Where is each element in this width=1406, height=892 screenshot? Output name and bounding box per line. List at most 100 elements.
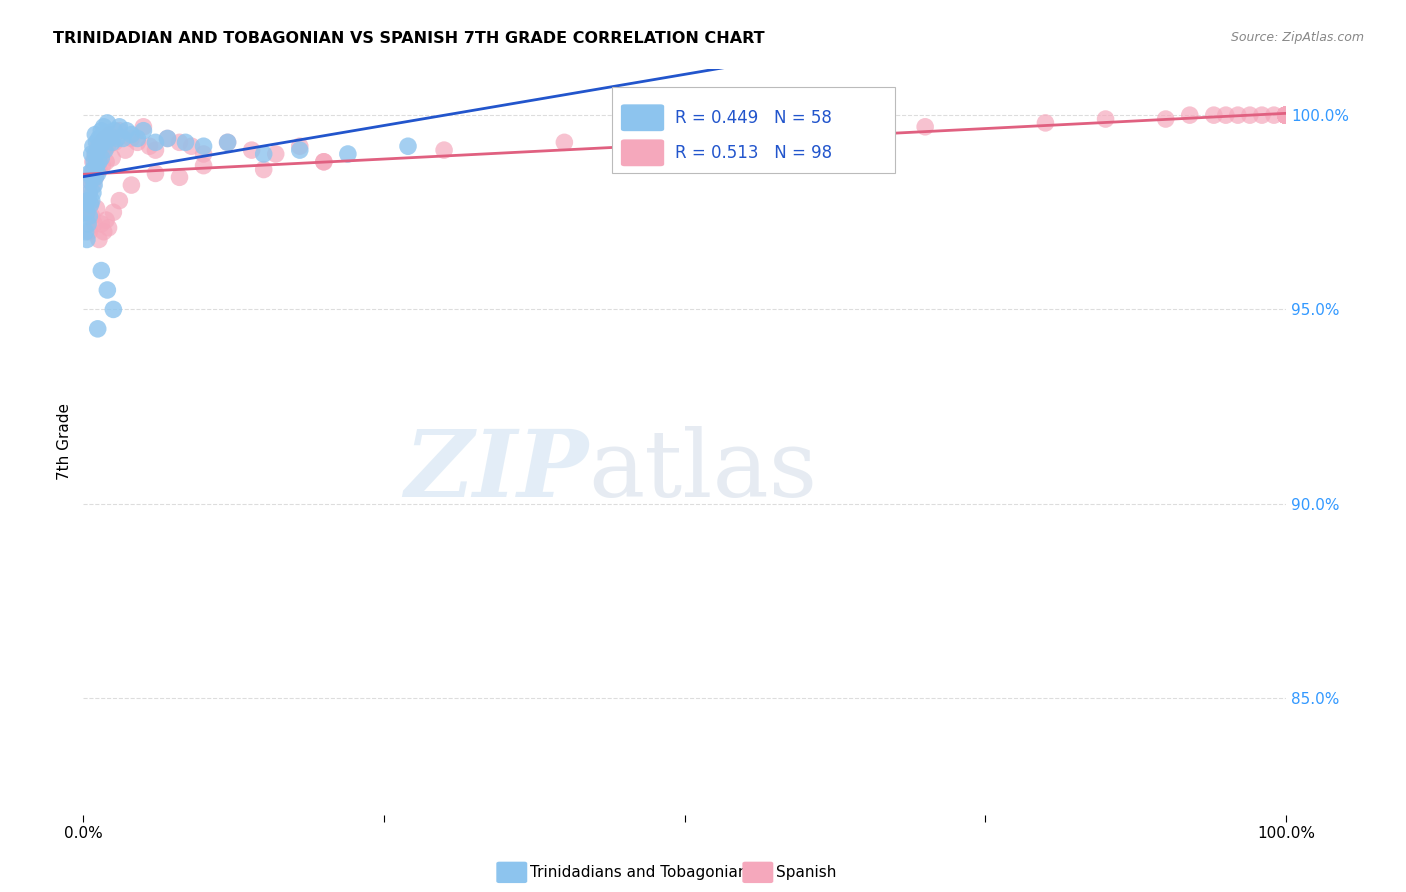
Point (1275, 108, 1298, 122)
Point (1275, 108, 1298, 122)
Point (1275, 108, 1298, 122)
Point (115, 124, 138, 138)
Point (87, 162, 110, 177)
Point (83, 217, 105, 231)
Point (75, 225, 97, 239)
Point (77, 194, 100, 208)
Point (1035, 116, 1057, 130)
Y-axis label: 7th Grade: 7th Grade (58, 403, 72, 480)
Point (91, 136, 114, 150)
Point (288, 143, 311, 157)
Text: Source: ZipAtlas.com: Source: ZipAtlas.com (1230, 31, 1364, 45)
Point (84, 128, 107, 142)
Point (84, 170, 107, 185)
Point (103, 124, 125, 138)
Point (80, 209, 103, 223)
Point (1275, 108, 1298, 122)
Point (105, 131, 128, 145)
Point (90, 124, 112, 138)
Point (77, 194, 100, 208)
Point (90, 217, 112, 231)
Point (1239, 108, 1261, 122)
Point (86, 159, 108, 173)
Point (138, 139, 160, 153)
FancyBboxPatch shape (621, 139, 664, 166)
Point (93, 225, 115, 239)
Point (80, 194, 103, 208)
Point (169, 170, 191, 185)
Point (87, 154, 110, 169)
Point (84, 147, 107, 161)
Point (80, 147, 103, 161)
Point (108, 194, 131, 208)
Point (120, 178, 142, 192)
Point (1275, 108, 1298, 122)
Point (793, 124, 815, 138)
Point (96, 283, 118, 297)
Point (79, 166, 101, 180)
Point (1275, 108, 1298, 122)
Point (312, 154, 335, 169)
Point (90, 151, 112, 165)
Point (553, 136, 575, 150)
Point (103, 205, 125, 219)
Point (98, 131, 121, 145)
Point (114, 143, 136, 157)
Point (91, 159, 114, 173)
Point (89, 139, 111, 153)
Point (1275, 108, 1298, 122)
Point (111, 131, 134, 145)
Point (101, 151, 124, 165)
Point (1154, 112, 1177, 126)
Point (86, 202, 108, 216)
Point (79, 186, 101, 200)
Point (87, 143, 110, 157)
Point (180, 139, 202, 153)
Text: ZIP: ZIP (404, 426, 589, 516)
Point (79, 174, 101, 188)
Point (76, 205, 98, 219)
Point (132, 124, 155, 138)
Point (1275, 108, 1298, 122)
Point (101, 136, 124, 150)
Point (145, 143, 167, 157)
Point (132, 120, 155, 134)
Point (79, 225, 101, 239)
Point (80, 166, 103, 180)
Point (120, 131, 142, 145)
Point (87, 322, 110, 336)
Point (87, 232, 110, 246)
Point (83, 154, 105, 169)
Point (1275, 108, 1298, 122)
Point (87, 139, 110, 153)
Point (1178, 108, 1201, 122)
Point (433, 143, 456, 157)
Point (1275, 108, 1298, 122)
Point (1094, 112, 1116, 126)
Point (96, 116, 118, 130)
Point (86, 136, 108, 150)
Point (77, 217, 100, 231)
Point (98, 128, 121, 142)
Point (103, 302, 125, 317)
Point (193, 147, 215, 161)
Point (127, 136, 149, 150)
Point (82, 154, 104, 169)
Point (1251, 108, 1274, 122)
Point (1275, 108, 1298, 122)
Point (673, 131, 696, 145)
Point (1275, 108, 1298, 122)
Point (79, 209, 101, 223)
Point (1226, 108, 1249, 122)
Point (87, 166, 110, 180)
Point (79, 174, 101, 188)
Point (1275, 108, 1298, 122)
Point (1275, 108, 1298, 122)
Point (79, 186, 101, 200)
Point (103, 136, 125, 150)
Point (97, 220, 120, 235)
Point (288, 139, 311, 153)
Point (93, 120, 115, 134)
Point (145, 136, 167, 150)
Point (108, 124, 131, 138)
